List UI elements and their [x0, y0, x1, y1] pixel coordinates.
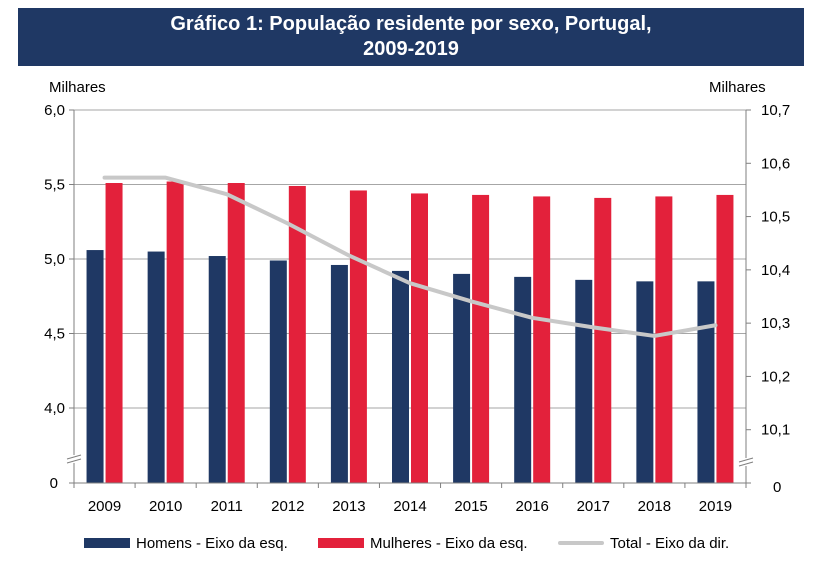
- bar-homens: [514, 276, 532, 483]
- right-tick-label: 10,2: [761, 368, 790, 385]
- bar-homens: [453, 273, 471, 483]
- bar-mulheres: [716, 194, 734, 483]
- left-tick-label-zero: 0: [50, 475, 58, 492]
- bar-homens: [330, 264, 348, 483]
- left-tick-label: 5,5: [44, 177, 65, 194]
- left-axis-unit: Milhares: [49, 79, 106, 96]
- right-axis-break: [738, 461, 754, 467]
- right-tick-label: 10,1: [761, 422, 790, 439]
- legend-swatch-homens: [84, 538, 130, 548]
- left-axis-break-mask: [67, 455, 81, 463]
- x-tick-label: 2009: [88, 498, 121, 515]
- bar-mulheres: [472, 194, 490, 483]
- legend: Homens - Eixo da esq. Mulheres - Eixo da…: [0, 532, 818, 554]
- legend-label-total: Total - Eixo da dir.: [610, 534, 730, 552]
- chart-title-line2: 2009-2019: [363, 38, 459, 60]
- x-tick-label: 2015: [454, 498, 487, 515]
- bar-homens: [86, 250, 104, 483]
- bar-mulheres: [533, 196, 551, 484]
- chart-title-line1: Gráfico 1: População residente por sexo,…: [170, 13, 652, 35]
- left-tick-label: 4,5: [44, 326, 65, 343]
- bar-homens: [269, 260, 287, 483]
- bar-homens: [208, 256, 226, 483]
- x-tick-label: 2010: [149, 498, 182, 515]
- bar-homens: [636, 281, 654, 483]
- x-tick-label: 2017: [577, 498, 610, 515]
- x-tick-label: 2018: [638, 498, 671, 515]
- right-tick-label: 10,4: [761, 262, 790, 279]
- bar-mulheres: [105, 183, 123, 483]
- bar-homens: [697, 281, 715, 483]
- left-tick-label: 4,0: [44, 400, 65, 417]
- bar-mulheres: [288, 185, 306, 484]
- x-tick-label: 2014: [393, 498, 426, 515]
- line-total: [102, 175, 718, 338]
- bar-mulheres: [411, 193, 428, 483]
- right-axis-break: [738, 457, 754, 463]
- legend-swatch-total: [558, 541, 604, 545]
- right-tick-label: 10,6: [761, 155, 790, 172]
- bar-homens: [392, 270, 409, 483]
- bar-mulheres: [227, 183, 245, 483]
- right-tick-label-zero: 0: [773, 479, 781, 496]
- right-axis-unit: Milhares: [709, 79, 766, 96]
- legend-label-homens: Homens - Eixo da esq.: [136, 534, 288, 552]
- left-axis-break: [66, 454, 82, 460]
- chart-title-bar: Gráfico 1: População residente por sexo,…: [18, 8, 804, 66]
- x-tick-label: 2019: [699, 498, 732, 515]
- left-axis-break: [66, 458, 82, 464]
- bar-homens: [147, 251, 165, 483]
- x-tick-label: 2012: [271, 498, 304, 515]
- bar-mulheres: [594, 197, 612, 483]
- bar-mulheres: [655, 196, 673, 484]
- legend-item-total: Total - Eixo da dir.: [558, 532, 729, 554]
- legend-item-homens: Homens - Eixo da esq.: [84, 532, 288, 554]
- bar-mulheres: [349, 190, 367, 483]
- right-tick-label: 10,7: [761, 102, 790, 119]
- legend-label-mulheres: Mulheres - Eixo da esq.: [370, 534, 528, 552]
- right-axis-break-mask: [739, 458, 753, 466]
- bar-mulheres: [166, 181, 184, 483]
- left-tick-label: 5,0: [44, 251, 65, 268]
- right-tick-label: 10,3: [761, 315, 790, 332]
- bar-homens: [575, 279, 593, 483]
- legend-swatch-mulheres: [318, 538, 364, 548]
- left-tick-label: 6,0: [44, 102, 65, 119]
- x-tick-label: 2011: [211, 498, 243, 515]
- legend-item-mulheres: Mulheres - Eixo da esq.: [318, 532, 528, 554]
- x-tick-label: 2016: [515, 498, 548, 515]
- x-tick-label: 2013: [332, 498, 365, 515]
- right-tick-label: 10,5: [761, 209, 790, 226]
